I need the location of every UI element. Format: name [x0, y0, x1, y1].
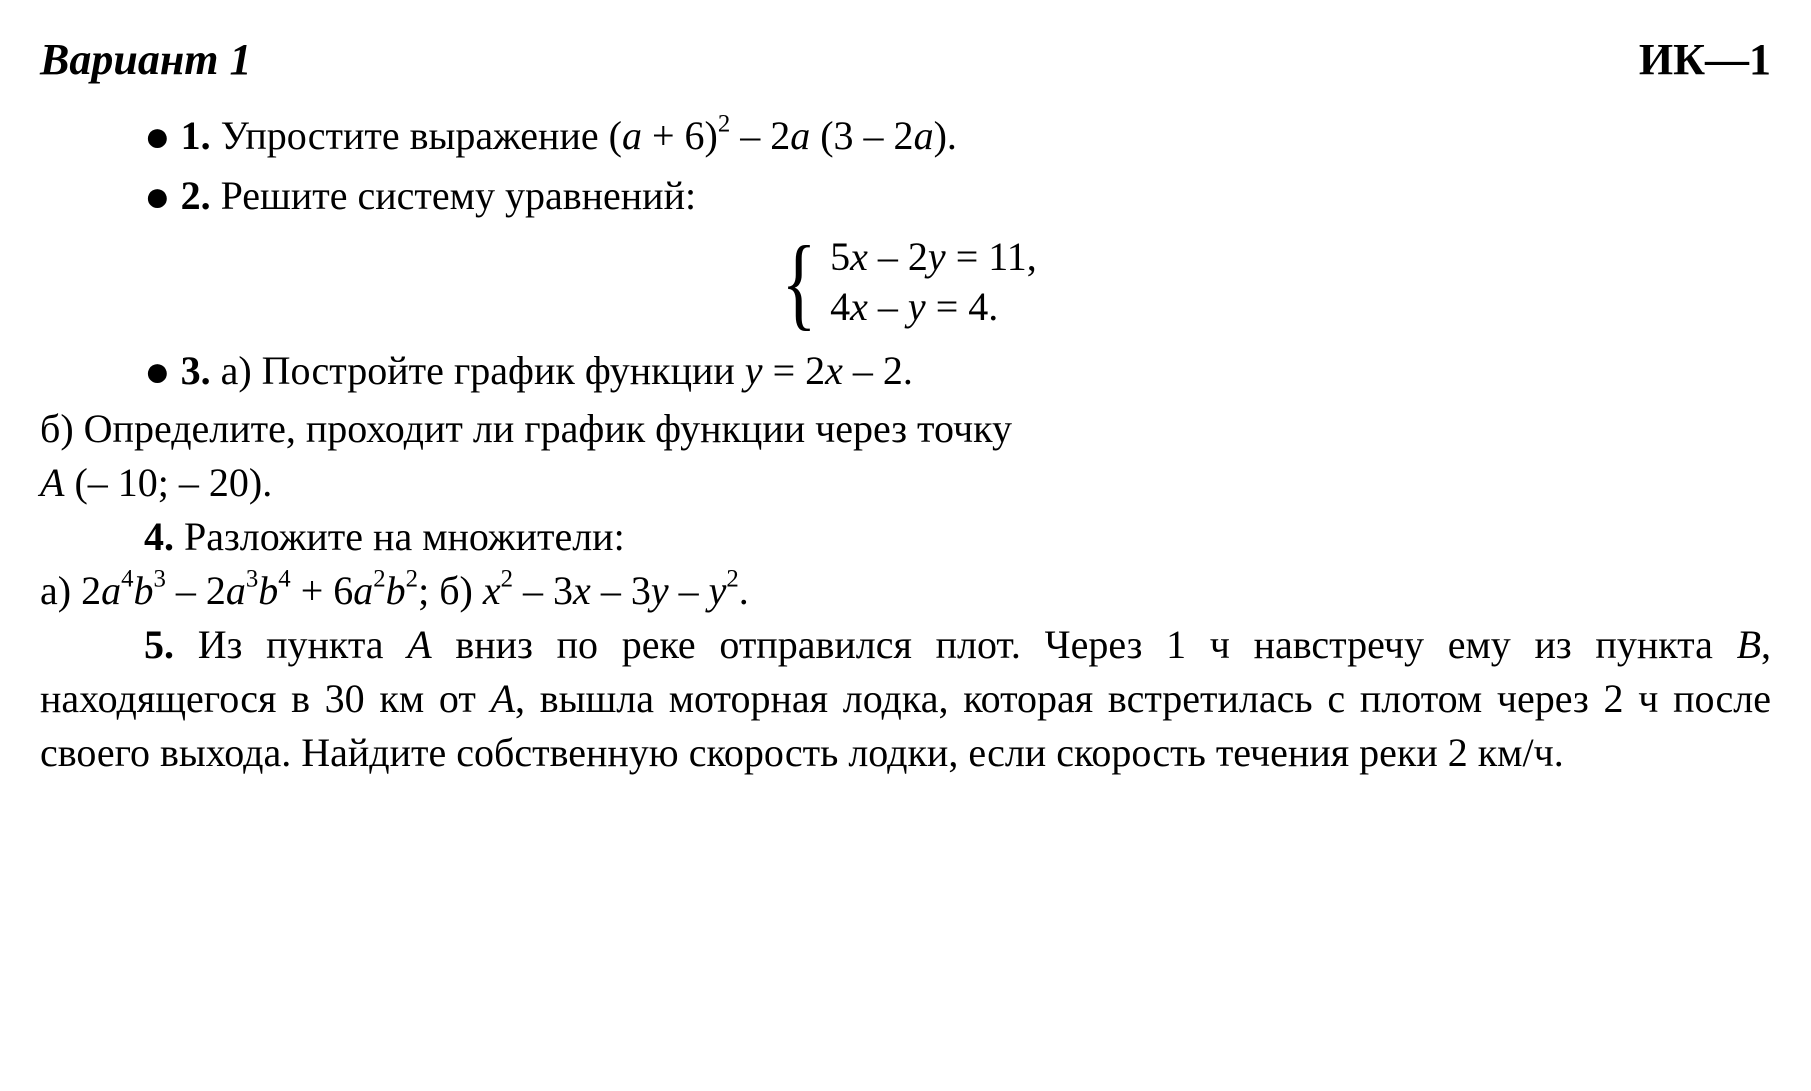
- system-line-2: 4x – y = 4.: [830, 282, 1037, 332]
- q1-number: 1.: [181, 113, 211, 158]
- question-4: 4. Разложите на множители:: [40, 510, 1771, 564]
- q1-sq: 2: [718, 111, 730, 138]
- q4-m1: – 2: [166, 568, 226, 613]
- q5-A2: A: [491, 676, 515, 721]
- system-line-1: 5x – 2y = 11,: [830, 232, 1037, 282]
- q2-number: 2.: [181, 173, 211, 218]
- q4-a1: a: [101, 568, 121, 613]
- q1-minus: – 2: [730, 113, 790, 158]
- q4-e1: 4: [121, 565, 133, 592]
- q4-b3: b: [386, 568, 406, 613]
- q3-point-A: A: [40, 460, 64, 505]
- q1-open: (3 – 2: [810, 113, 913, 158]
- q5-pre: Из пункта: [174, 622, 407, 667]
- left-brace-icon: {: [782, 241, 817, 324]
- q4-y2: y: [709, 568, 727, 613]
- ik-label: ИК—1: [1639, 30, 1771, 89]
- q1-a1: a: [622, 113, 642, 158]
- q4-a2: a: [226, 568, 246, 613]
- sys2-pre: 4: [830, 284, 850, 329]
- bullet-icon: ●: [144, 112, 171, 161]
- q4-dot: .: [739, 568, 749, 613]
- q3-tail: – 2.: [843, 348, 913, 393]
- q1-a3: a: [914, 113, 934, 158]
- q5-B: B: [1737, 622, 1761, 667]
- q4-a3: a: [353, 568, 373, 613]
- body: ● 1. Упростите выражение (a + 6)2 – 2a (…: [40, 107, 1771, 779]
- variant-label: Вариант 1: [40, 30, 251, 89]
- page: Вариант 1 ИК—1 ● 1. Упростите выражение …: [0, 0, 1811, 810]
- question-5: 5. Из пункта A вниз по реке отправился п…: [40, 618, 1771, 780]
- question-2: ● 2. Решите систему уравнений:: [40, 167, 1771, 226]
- q1-close: ).: [934, 113, 957, 158]
- system-lines: 5x – 2y = 11, 4x – y = 4.: [830, 232, 1037, 332]
- sys1-x: x: [850, 234, 868, 279]
- q4-e5: 2: [373, 565, 385, 592]
- q2-text: Решите систему уравнений:: [211, 173, 697, 218]
- q4-semi: ; б): [418, 568, 483, 613]
- q1-text-1: Упростите выражение (: [211, 113, 622, 158]
- q3-x: x: [825, 348, 843, 393]
- q3-a-label: а) Постройте график функции: [211, 348, 745, 393]
- q3-b-label: б) Определите, проходит ли график функци…: [40, 406, 1012, 451]
- q4-y1: y: [651, 568, 669, 613]
- q4-e2: 3: [153, 565, 165, 592]
- q4-m2: + 6: [291, 568, 354, 613]
- bullet-icon: ●: [144, 172, 171, 221]
- question-3b-line1: б) Определите, проходит ли график функци…: [40, 402, 1771, 456]
- bullet-icon: ●: [144, 347, 171, 396]
- sys1-eq: = 11,: [946, 234, 1037, 279]
- q3-y: y: [745, 348, 763, 393]
- q3-point-coords: (– 10; – 20).: [64, 460, 272, 505]
- q5-t1: вниз по реке отправился плот. Через 1 ч …: [432, 622, 1737, 667]
- q4-title: Разложите на множители:: [174, 514, 625, 559]
- q3-number: 3.: [181, 348, 211, 393]
- header: Вариант 1 ИК—1: [40, 30, 1771, 89]
- q3-eq: = 2: [763, 348, 826, 393]
- q4-e6: 2: [406, 565, 418, 592]
- q4-e4: 4: [278, 565, 290, 592]
- sys2-mid: –: [868, 284, 908, 329]
- question-3b-line2: A (– 10; – 20).: [40, 456, 1771, 510]
- sys1-mid: – 2: [868, 234, 928, 279]
- q4-m4: – 3: [591, 568, 651, 613]
- sys1-pre: 5: [830, 234, 850, 279]
- question-3a: ● 3. а) Постройте график функции y = 2x …: [40, 342, 1771, 401]
- q4-x2: x: [573, 568, 591, 613]
- sys2-x: x: [850, 284, 868, 329]
- q4-e3: 3: [246, 565, 258, 592]
- sys2-eq: = 4.: [926, 284, 999, 329]
- q4-number: 4.: [144, 514, 174, 559]
- q4-a-label: а) 2: [40, 568, 101, 613]
- q4-b1: b: [133, 568, 153, 613]
- q1-plus6: + 6): [642, 113, 718, 158]
- q4-ye2: 2: [726, 565, 738, 592]
- q1-a2: a: [790, 113, 810, 158]
- q4-x1: x: [483, 568, 501, 613]
- sys1-y: y: [928, 234, 946, 279]
- q4-m3: – 3: [513, 568, 573, 613]
- q4-m5: –: [669, 568, 709, 613]
- q5-A1: A: [407, 622, 431, 667]
- sys2-y: y: [908, 284, 926, 329]
- question-4-expr: а) 2a4b3 – 2a3b4 + 6a2b2; б) x2 – 3x – 3…: [40, 564, 1771, 618]
- q5-number: 5.: [144, 622, 174, 667]
- question-1: ● 1. Упростите выражение (a + 6)2 – 2a (…: [40, 107, 1771, 166]
- equation-system: { 5x – 2y = 11, 4x – y = 4.: [40, 232, 1771, 332]
- q4-b2: b: [258, 568, 278, 613]
- q4-xe1: 2: [501, 565, 513, 592]
